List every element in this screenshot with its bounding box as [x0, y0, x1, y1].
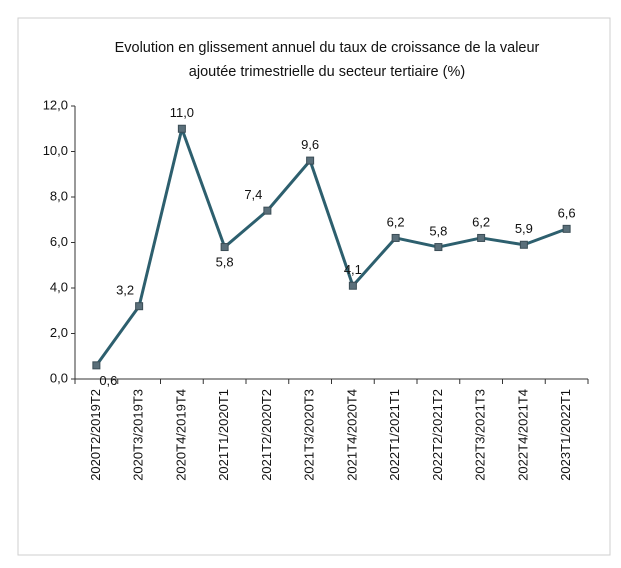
y-tick-label: 8,0 — [50, 188, 68, 203]
data-label: 11,0 — [170, 105, 194, 120]
y-tick-label: 6,0 — [50, 234, 68, 249]
data-label: 5,9 — [515, 221, 533, 236]
marker — [434, 243, 443, 252]
marker — [92, 361, 101, 370]
data-label: 9,6 — [301, 137, 319, 152]
x-tick-label: 2022T1/2021T1 — [387, 389, 402, 481]
data-label: 5,8 — [429, 223, 447, 238]
data-label: 0,6 — [99, 373, 117, 388]
y-tick-label: 0,0 — [50, 370, 68, 385]
y-tick-label: 2,0 — [50, 325, 68, 340]
marker — [220, 243, 229, 252]
chart-title: Evolution en glissement annuel du taux d… — [115, 40, 540, 56]
data-label: 7,4 — [244, 187, 262, 202]
x-tick-label: 2021T3/2020T3 — [302, 389, 317, 481]
data-label: 6,6 — [558, 205, 576, 220]
chart-frame — [17, 17, 611, 556]
series-line — [95, 127, 568, 367]
x-tick-label: 2021T4/2020T4 — [344, 389, 359, 481]
marker — [135, 302, 144, 311]
marker — [562, 224, 571, 233]
y-tick-label: 12,0 — [43, 97, 68, 112]
x-tick-label: 2020T4/2019T4 — [173, 389, 188, 481]
x-tick-label: 2021T1/2020T1 — [216, 389, 231, 481]
x-tick-label: 2020T2/2019T2 — [88, 389, 103, 481]
marker — [306, 156, 315, 165]
x-tick-label: 2022T4/2021T4 — [515, 389, 530, 481]
y-tick-label: 4,0 — [50, 279, 68, 294]
marker — [477, 233, 486, 242]
chart-title: ajoutée trimestrielle du secteur tertiai… — [189, 64, 465, 80]
marker — [519, 240, 528, 249]
marker — [263, 206, 272, 215]
data-label: 3,2 — [116, 283, 134, 298]
x-tick-label: 2022T2/2021T2 — [430, 389, 445, 481]
marker — [177, 124, 186, 133]
x-tick-label: 2023T1/2022T1 — [558, 389, 573, 481]
x-tick-label: 2022T3/2021T3 — [473, 389, 488, 481]
y-tick-label: 10,0 — [43, 143, 68, 158]
data-label: 6,2 — [472, 214, 490, 229]
data-label: 6,2 — [387, 214, 405, 229]
marker — [391, 233, 400, 242]
x-tick-label: 2021T2/2020T2 — [259, 389, 274, 481]
x-tick-label: 2020T3/2019T3 — [131, 389, 146, 481]
marker — [348, 281, 357, 290]
data-label: 5,8 — [216, 254, 234, 269]
data-label: 4,1 — [344, 262, 362, 277]
